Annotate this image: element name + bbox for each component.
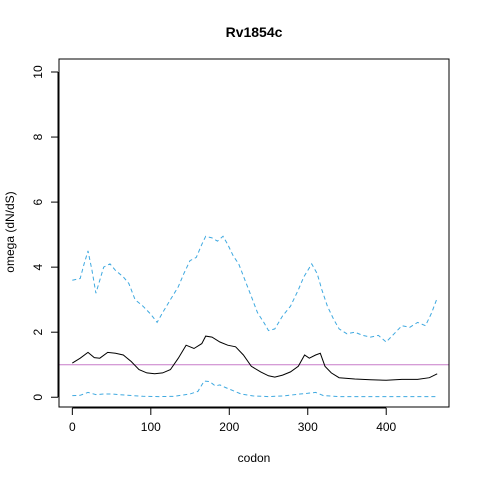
y-tick-label: 6	[31, 198, 45, 205]
y-tick-label: 10	[31, 65, 45, 79]
y-axis-label: omega (dN/dS)	[3, 191, 17, 272]
series-line-0	[72, 335, 438, 381]
series-line-2	[72, 380, 438, 398]
plot-frame	[58, 58, 450, 408]
x-tick-label: 0	[69, 420, 76, 434]
y-tick-label: 4	[31, 263, 45, 270]
x-axis: 0 100 200 300 400	[69, 407, 397, 434]
y-tick-label: 8	[31, 133, 45, 140]
y-tick-label: 2	[31, 329, 45, 336]
x-tick-label: 300	[298, 420, 318, 434]
x-tick-label: 200	[219, 420, 239, 434]
y-tick-label: 0	[31, 394, 45, 401]
y-axis: 0 2 4 6 8 10	[31, 65, 59, 401]
x-axis-label: codon	[238, 451, 271, 465]
chart-title: Rv1854c	[226, 24, 283, 40]
x-tick-label: 400	[376, 420, 396, 434]
series-line-1	[72, 235, 438, 343]
x-tick-label: 100	[141, 420, 161, 434]
series-group	[72, 235, 438, 398]
